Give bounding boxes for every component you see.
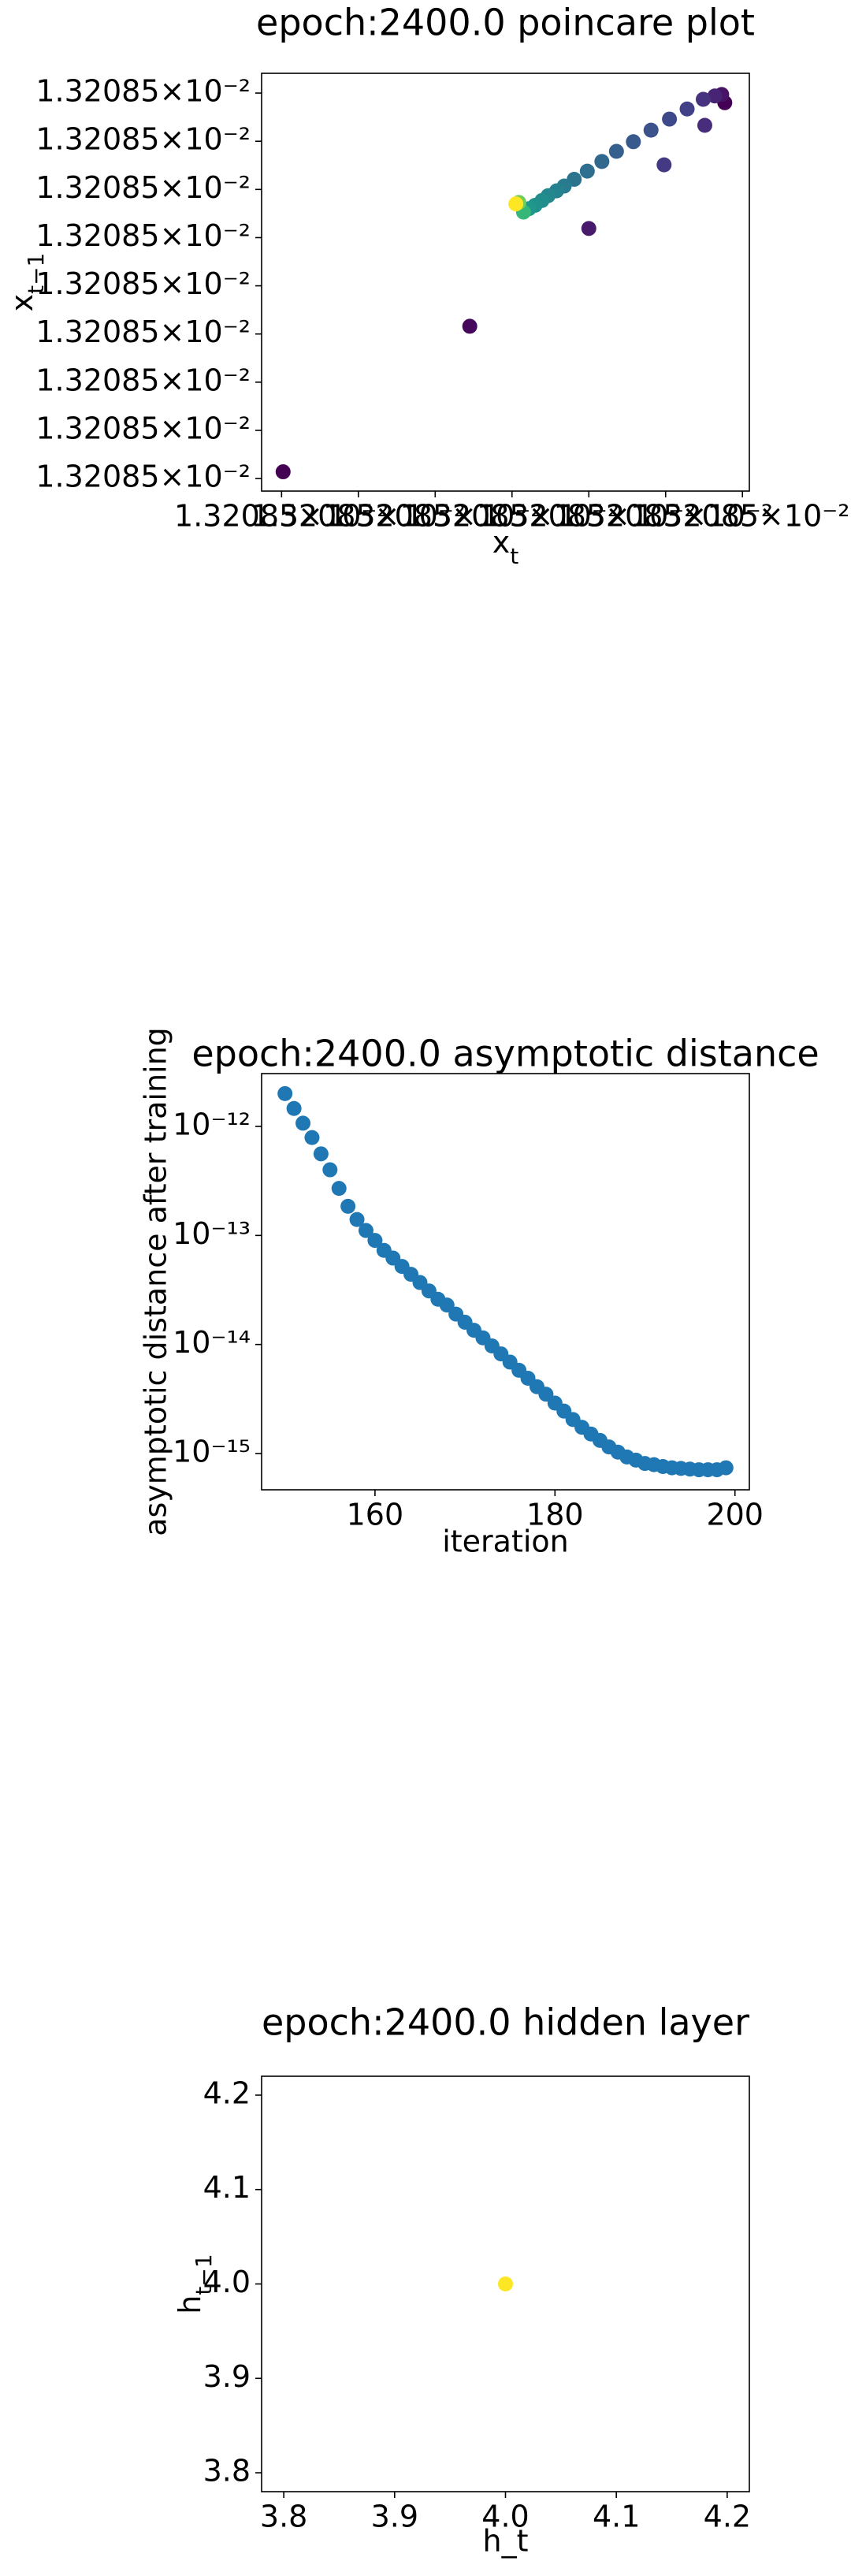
point bbox=[295, 1115, 311, 1131]
x-tick-label: 160 bbox=[347, 1498, 404, 1532]
point bbox=[322, 1162, 338, 1178]
y-tick-label: 3.9 bbox=[203, 2359, 251, 2394]
point bbox=[643, 122, 659, 138]
x-tick-label: 180 bbox=[526, 1498, 584, 1532]
x-tick-label: 1.32085×10⁻² bbox=[635, 499, 850, 534]
x-axis-label: xt bbox=[492, 525, 519, 569]
point bbox=[608, 143, 624, 159]
y-tick-label: 1.32085×10⁻² bbox=[35, 411, 251, 445]
y-tick-label: 1.32085×10⁻² bbox=[35, 266, 251, 301]
x-tick-label: 4.2 bbox=[704, 2500, 751, 2534]
point bbox=[656, 157, 672, 173]
y-tick-label: 4.2 bbox=[203, 2075, 251, 2110]
x-tick-label: 1.32085×10⁻² bbox=[251, 499, 466, 534]
point bbox=[662, 111, 678, 127]
y-axis-label: ht−1 bbox=[173, 2254, 217, 2314]
point bbox=[313, 1146, 329, 1162]
y-axis-label-base: h bbox=[173, 2295, 207, 2314]
x-tick-label: 3.9 bbox=[371, 2500, 418, 2534]
x-tick-label: 1.32085×10⁻² bbox=[328, 499, 543, 534]
x-tick-label: 1.32085×10⁻² bbox=[174, 499, 389, 534]
y-axis-label-sub: t−1 bbox=[23, 253, 49, 294]
y-tick-label: 1.32085×10⁻² bbox=[35, 170, 251, 205]
y-tick-label: 10⁻¹⁵ bbox=[173, 1434, 251, 1469]
point bbox=[275, 464, 291, 480]
x-axis-label: iteration bbox=[442, 1524, 569, 1559]
y-axis-label: xt−1 bbox=[5, 253, 49, 312]
y-tick-label: 1.32085×10⁻² bbox=[35, 218, 251, 253]
point bbox=[707, 88, 723, 104]
y-axis-label-base: x bbox=[5, 294, 39, 312]
y-tick-label: 4.1 bbox=[203, 2170, 251, 2205]
x-tick-label: 200 bbox=[706, 1498, 764, 1532]
point bbox=[718, 1460, 734, 1476]
x-tick-label: 3.8 bbox=[260, 2500, 307, 2534]
point bbox=[331, 1181, 347, 1197]
point bbox=[349, 1212, 365, 1227]
plot-frame bbox=[261, 1073, 750, 1491]
y-tick-label: 1.32085×10⁻² bbox=[35, 363, 251, 397]
plot-frame bbox=[261, 73, 750, 492]
point bbox=[594, 154, 610, 169]
chart-title: epoch:2400.0 poincare plot bbox=[256, 2, 755, 44]
x-axis-label-sub: t bbox=[510, 543, 518, 569]
point bbox=[579, 163, 595, 179]
y-tick-label: 1.32085×10⁻² bbox=[35, 460, 251, 494]
point bbox=[358, 1223, 373, 1238]
chart-title: epoch:2400.0 asymptotic distance bbox=[191, 1033, 819, 1075]
x-tick-label: 4.1 bbox=[593, 2500, 640, 2534]
point bbox=[277, 1085, 293, 1101]
y-tick-label: 3.8 bbox=[203, 2454, 251, 2489]
chart-title: epoch:2400.0 hidden layer bbox=[262, 2001, 749, 2044]
y-axis-label-sub: t−1 bbox=[191, 2254, 217, 2295]
x-axis-label-base: x bbox=[492, 525, 511, 560]
y-tick-label: 1.32085×10⁻² bbox=[35, 315, 251, 349]
point bbox=[462, 318, 478, 334]
point bbox=[286, 1100, 302, 1116]
x-axis-label: h_t bbox=[483, 2524, 529, 2559]
point bbox=[508, 196, 524, 212]
point bbox=[367, 1233, 383, 1249]
y-tick-label: 1.32085×10⁻² bbox=[35, 74, 251, 109]
x-tick-label: 1.32085×10⁻² bbox=[558, 499, 773, 534]
y-tick-label: 4.0 bbox=[203, 2265, 251, 2299]
x-tick-label: 1.32085×10⁻² bbox=[481, 499, 697, 534]
point bbox=[697, 117, 712, 133]
point bbox=[696, 91, 712, 107]
y-tick-label: 1.32085×10⁻² bbox=[35, 122, 251, 157]
y-tick-label: 10⁻¹³ bbox=[173, 1216, 251, 1251]
x-tick-label: 4.0 bbox=[481, 2500, 529, 2534]
y-tick-label: 10⁻¹² bbox=[173, 1107, 251, 1141]
point bbox=[581, 221, 596, 236]
x-tick-label: 1.32085×10⁻² bbox=[404, 499, 619, 534]
point bbox=[340, 1198, 356, 1214]
point bbox=[304, 1130, 320, 1145]
y-tick-label: 10⁻¹⁴ bbox=[173, 1325, 251, 1360]
point bbox=[679, 101, 695, 117]
point bbox=[626, 134, 641, 150]
point bbox=[498, 2276, 513, 2291]
y-axis-label: asymptotic distance after training bbox=[139, 1027, 173, 1536]
